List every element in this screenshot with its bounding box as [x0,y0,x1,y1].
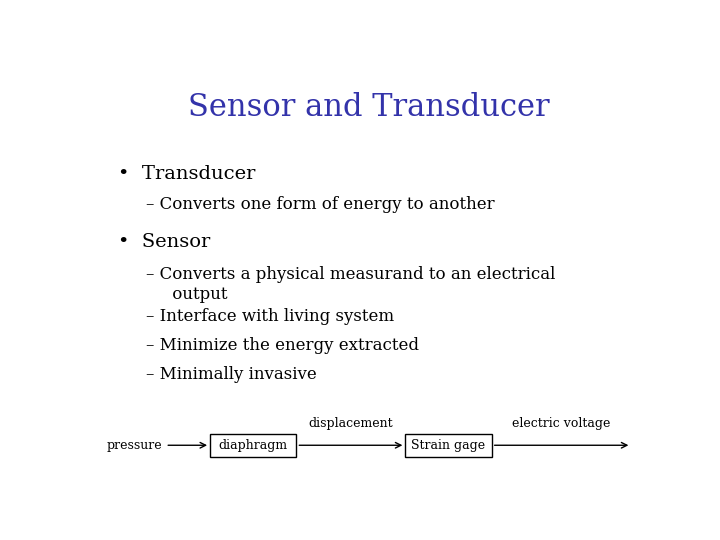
Text: displacement: displacement [309,417,393,430]
Text: – Minimize the energy extracted: – Minimize the energy extracted [145,337,419,354]
Text: •  Transducer: • Transducer [118,165,256,183]
Text: •  Sensor: • Sensor [118,233,210,251]
Text: Strain gage: Strain gage [411,439,485,452]
Text: – Interface with living system: – Interface with living system [145,308,394,325]
Text: – Converts a physical measurand to an electrical
     output: – Converts a physical measurand to an el… [145,266,555,303]
Bar [405,434,492,457]
Text: pressure: pressure [107,439,163,452]
Text: Sensor and Transducer: Sensor and Transducer [188,92,550,123]
Bar [210,434,297,457]
Text: diaphragm: diaphragm [219,439,288,452]
Text: electric voltage: electric voltage [513,417,611,430]
Text: – Converts one form of energy to another: – Converts one form of energy to another [145,196,495,213]
Text: – Minimally invasive: – Minimally invasive [145,366,317,383]
